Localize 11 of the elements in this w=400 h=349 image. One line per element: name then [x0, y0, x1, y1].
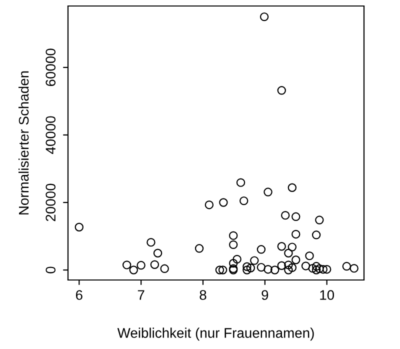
- y-tick-label: 60000: [46, 48, 56, 86]
- x-tick-label: 10: [320, 290, 334, 300]
- y-tick-label: 20000: [46, 184, 56, 222]
- y-axis-title: Normalisierter Schaden: [18, 71, 29, 214]
- x-tick-label: 7: [138, 290, 144, 300]
- y-tick-label: 40000: [46, 116, 56, 154]
- x-tick-label: 6: [76, 290, 82, 300]
- x-tick-label: 9: [262, 290, 268, 300]
- y-tick-label: 0: [46, 266, 56, 274]
- x-tick-label: 8: [200, 290, 206, 300]
- x-axis-title: Weiblichkeit (nur Frauennamen): [117, 328, 314, 341]
